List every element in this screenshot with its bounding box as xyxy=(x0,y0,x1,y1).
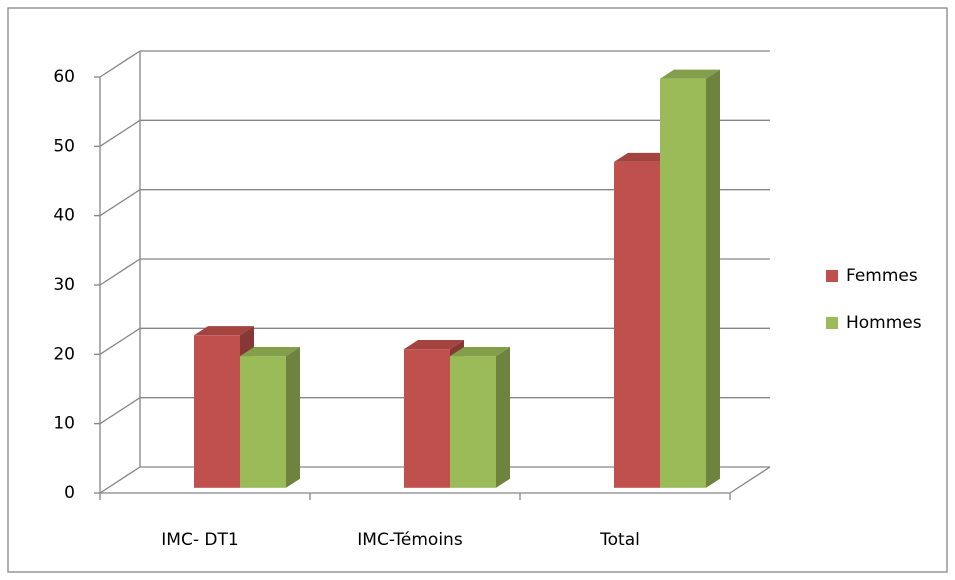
grid-line xyxy=(99,119,141,147)
bar-top xyxy=(240,346,300,357)
y-tick-label: 20 xyxy=(53,344,75,364)
y-tick-label: 0 xyxy=(64,483,75,503)
y-tick-label: 50 xyxy=(53,136,75,156)
y-tick-label: 30 xyxy=(53,275,75,295)
y-tick-label: 10 xyxy=(53,414,75,434)
x-tick-label: IMC-Témoins xyxy=(357,530,463,550)
bar xyxy=(450,356,496,488)
grid-line xyxy=(99,327,141,355)
bar xyxy=(614,161,660,488)
grid-line xyxy=(99,397,141,425)
grid-line xyxy=(99,258,141,286)
floor-edge xyxy=(729,466,771,494)
bar-top xyxy=(614,152,674,162)
bar-top xyxy=(404,340,464,350)
grid-line xyxy=(99,50,141,78)
y-tick-label: 40 xyxy=(53,206,75,226)
legend-swatch xyxy=(826,270,838,282)
y-tick-label: 60 xyxy=(53,67,75,87)
grid-line xyxy=(99,466,141,494)
bar-top xyxy=(194,326,254,336)
x-tick-label: IMC- DT1 xyxy=(161,530,238,550)
bar xyxy=(194,335,240,488)
bar-side xyxy=(496,346,510,488)
bar-top xyxy=(450,346,510,357)
bar xyxy=(240,356,286,488)
bar-side xyxy=(706,69,720,488)
legend-swatch xyxy=(826,317,838,329)
legend-label: Hommes xyxy=(846,313,922,333)
bar-side xyxy=(286,346,300,488)
bar-top xyxy=(660,69,720,79)
grid-line xyxy=(99,189,141,217)
legend-label: Femmes xyxy=(846,266,918,286)
x-tick-label: Total xyxy=(599,530,640,550)
bar xyxy=(404,349,450,488)
bar xyxy=(660,78,706,488)
